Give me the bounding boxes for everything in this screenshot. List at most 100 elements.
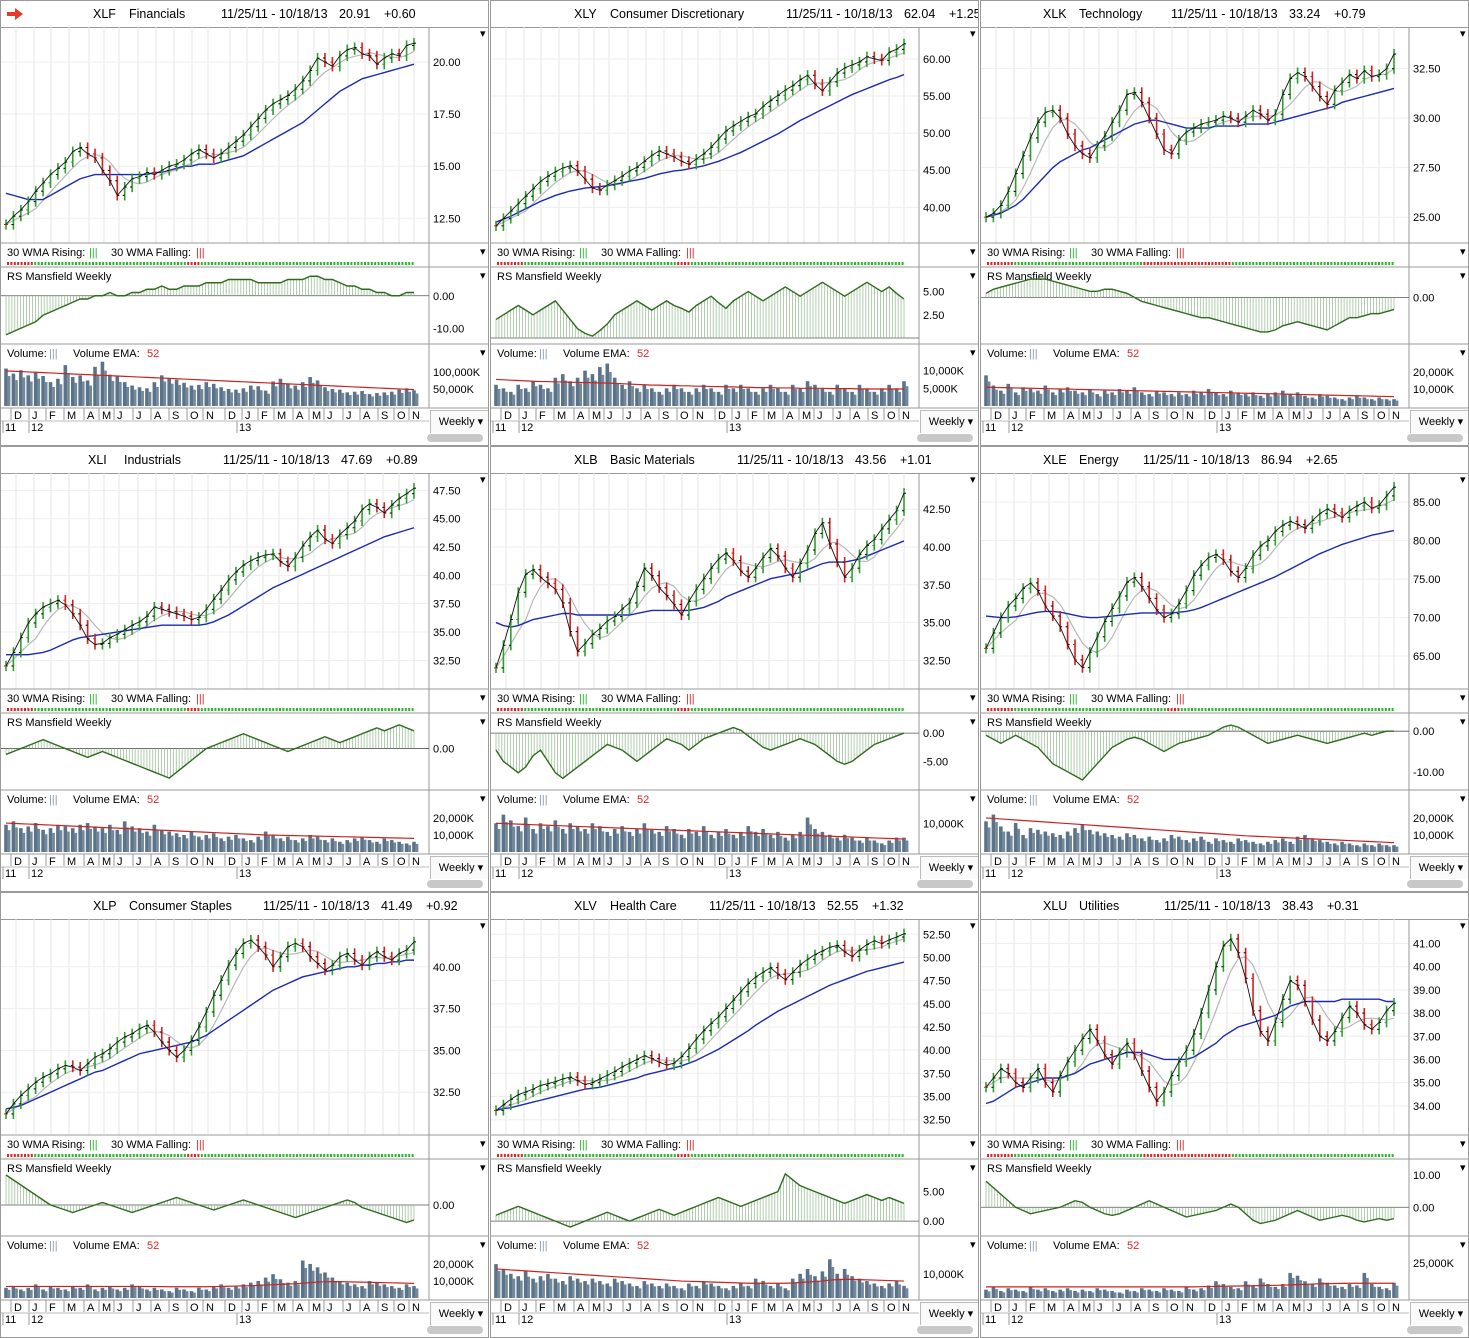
trend-dot [160,1154,162,1157]
volume-bar [846,838,850,852]
chart-panel-xlp[interactable]: XLP Consumer Staples 11/25/11 - 10/18/13 41… [0,892,489,1338]
volume-bar [152,382,157,406]
volume-bar [230,839,233,852]
horizontal-scrollbar[interactable] [1407,434,1463,442]
trend-dot [170,1154,173,1157]
volume-bar [93,366,97,406]
price-line [5,939,415,1115]
volume-bar [857,384,862,406]
chart-panel-xlk[interactable]: XLK Technology 11/25/11 - 10/18/13 33.24 +0.… [980,0,1469,446]
volume-label: Volume: [7,794,47,806]
chart-panel-xli[interactable]: XLI Industrials 11/25/11 - 10/18/13 47.69 +0… [0,446,489,892]
trend-dot [775,1154,778,1157]
volume-bar [1017,828,1021,852]
chart-panel-xlb[interactable]: XLB Basic Materials 11/25/11 - 10/18/13 43.… [490,446,979,892]
volume-bar [805,381,810,406]
volume-bar [15,827,18,852]
period-dropdown[interactable]: Weekly ▾ [430,1302,488,1325]
volume-bar [81,830,85,852]
right-arrow-icon[interactable] [7,8,23,20]
month-label: S [662,410,669,422]
period-dropdown[interactable]: Weekly ▾ [920,856,978,879]
horizontal-scrollbar[interactable] [427,880,483,888]
volume-bar [219,1284,223,1298]
period-dropdown[interactable]: Weekly ▾ [430,856,488,879]
trend-dot [724,262,727,265]
month-label: M [102,856,111,868]
volume-bar [709,834,713,852]
volume-bar [705,389,709,406]
volume-ema-value: 52 [147,348,159,360]
month-label: D [228,856,236,868]
volume-bar [568,381,572,406]
volume-bar [1002,831,1006,852]
trend-dot [1293,708,1295,711]
volume-bar [293,840,298,852]
trend-dot [809,708,812,711]
trend-dot [71,262,74,265]
volume-bar [1084,395,1087,406]
period-dropdown[interactable]: Weekly ▾ [1410,856,1468,879]
trend-dot [279,708,281,711]
trend-dot [871,262,873,265]
trend-dot [1201,262,1204,265]
chart-panel-xle[interactable]: XLE Energy 11/25/11 - 10/18/13 86.94 +2.65 85… [980,446,1469,892]
volume-bar [119,382,122,406]
volume-bar [412,390,416,406]
trend-dot [765,1154,768,1157]
pane-menu-icon: ▾ [480,246,486,258]
volume-bar [1392,399,1396,406]
trend-dot [319,1154,322,1157]
volume-bar [89,385,92,406]
horizontal-scrollbar[interactable] [917,880,973,888]
trend-dot [735,262,737,265]
horizontal-scrollbar[interactable] [427,1326,483,1334]
trend-dot [238,1154,241,1157]
price-tick-label: 32.50 [923,655,951,667]
volume-bar [731,834,736,852]
volume-bar [1158,393,1162,406]
trend-dot [374,708,377,711]
horizontal-scrollbar[interactable] [427,434,483,442]
trend-dot [571,708,574,711]
volume-bar [338,841,342,852]
volume-bar [627,831,632,852]
chart-panel-xly[interactable]: XLY Consumer Discretionary 11/25/11 - 10/1… [490,0,979,446]
chart-panel-xlv[interactable]: XLV Health Care 11/25/11 - 10/18/13 52.55 +1… [490,892,979,1338]
horizontal-scrollbar[interactable] [1407,880,1463,888]
header-symbol: XLP [93,899,117,913]
trend-dot [17,708,20,711]
volume-bar [661,835,664,852]
volume-bar [349,395,352,406]
volume-bar [360,391,364,406]
volume-bar [400,392,404,406]
volume-bar [1392,845,1396,852]
volume-bar [56,1287,60,1298]
trend-dot [197,262,200,265]
volume-bar [876,842,879,852]
trend-dot [507,1154,510,1157]
period-dropdown[interactable]: Weekly ▾ [1410,410,1468,433]
month-label: M [1257,856,1266,868]
horizontal-scrollbar[interactable] [917,434,973,442]
volume-bar [842,388,847,406]
volume-bar [104,370,107,406]
volume-bar [163,834,167,852]
period-dropdown[interactable]: Weekly ▾ [430,410,488,433]
volume-bar [100,828,105,852]
trend-dot [404,1154,407,1157]
month-label: A [786,856,794,868]
volume-bar [1061,392,1065,406]
chart-panel-xlf[interactable]: XLF Financials 11/25/11 - 10/18/13 20.91 +0.… [0,0,489,446]
volume-bar [70,377,75,406]
volume-bar [323,840,327,852]
month-label: M [1292,410,1301,422]
volume-bar [30,831,33,852]
trend-dot [1344,262,1346,265]
period-dropdown[interactable]: Weekly ▾ [920,410,978,433]
pane-menu-icon: ▾ [970,793,976,805]
trend-dot [1112,262,1115,265]
trend-dot [993,262,996,265]
trend-dot [898,262,901,265]
